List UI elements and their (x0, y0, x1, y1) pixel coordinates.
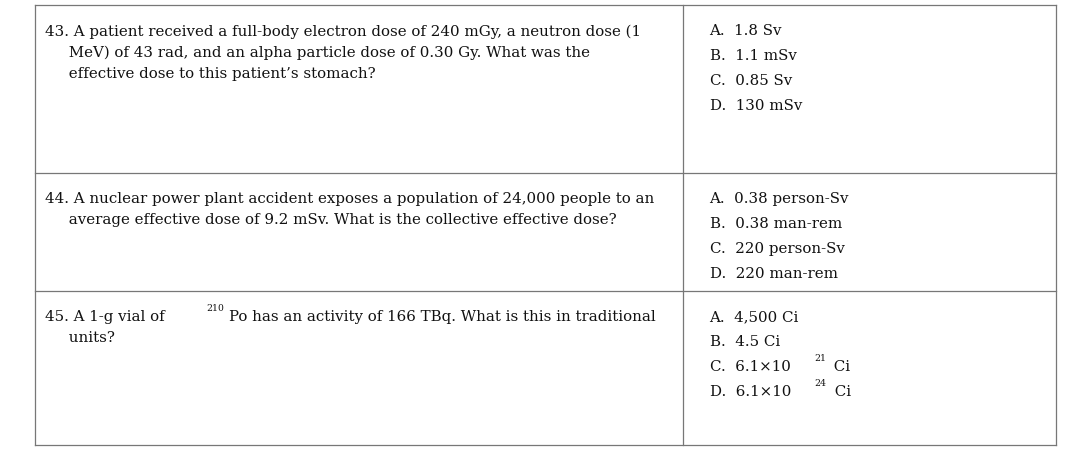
Text: D.  220 man-rem: D. 220 man-rem (710, 267, 838, 281)
Text: A.  1.8 Sv: A. 1.8 Sv (710, 24, 782, 39)
Text: 45. A 1-g vial of: 45. A 1-g vial of (45, 310, 170, 324)
Text: C.  0.85 Sv: C. 0.85 Sv (710, 74, 792, 88)
Text: A.  4,500 Ci: A. 4,500 Ci (710, 310, 799, 324)
Text: C.  6.1×10: C. 6.1×10 (710, 360, 791, 374)
Text: D.  130 mSv: D. 130 mSv (710, 99, 802, 113)
Text: 43. A patient received a full-body electron dose of 240 mGy, a neutron dose (1: 43. A patient received a full-body elect… (45, 24, 642, 39)
Text: B.  0.38 man-rem: B. 0.38 man-rem (710, 217, 841, 231)
Text: A.  0.38 person-Sv: A. 0.38 person-Sv (710, 192, 849, 206)
Text: 24: 24 (814, 379, 826, 388)
Text: Ci: Ci (831, 385, 851, 399)
Text: C.  220 person-Sv: C. 220 person-Sv (710, 242, 845, 256)
Text: Ci: Ci (829, 360, 851, 374)
Text: units?: units? (45, 331, 116, 345)
Text: Po has an activity of 166 TBq. What is this in traditional: Po has an activity of 166 TBq. What is t… (229, 310, 656, 324)
Text: 210: 210 (206, 304, 224, 313)
Text: effective dose to this patient’s stomach?: effective dose to this patient’s stomach… (45, 67, 376, 81)
Text: MeV) of 43 rad, and an alpha particle dose of 0.30 Gy. What was the: MeV) of 43 rad, and an alpha particle do… (45, 46, 591, 60)
Text: B.  4.5 Ci: B. 4.5 Ci (710, 335, 780, 349)
Text: B.  1.1 mSv: B. 1.1 mSv (710, 49, 796, 63)
Text: 44. A nuclear power plant accident exposes a population of 24,000 people to an: 44. A nuclear power plant accident expos… (45, 192, 654, 206)
Text: D.  6.1×10: D. 6.1×10 (710, 385, 791, 399)
Text: 21: 21 (814, 354, 826, 363)
Text: average effective dose of 9.2 mSv. What is the collective effective dose?: average effective dose of 9.2 mSv. What … (45, 213, 617, 227)
